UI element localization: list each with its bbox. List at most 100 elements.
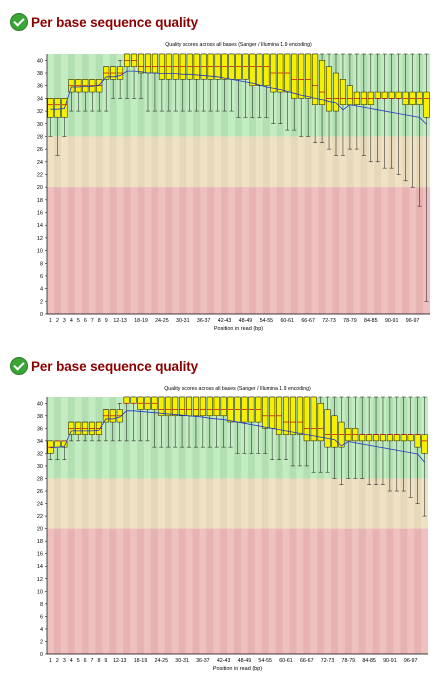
box-96-97 — [407, 396, 414, 498]
box-98-99 — [416, 53, 423, 207]
zone-stripe — [47, 54, 54, 137]
zone-stripe — [214, 136, 222, 188]
box-12-13 — [117, 60, 124, 99]
zone-stripe — [351, 528, 359, 654]
zone-stripe — [282, 528, 290, 654]
iqr-box — [374, 91, 381, 99]
box-5 — [75, 79, 82, 112]
zone-stripe — [143, 478, 151, 529]
x-tick-label: 54-55 — [260, 318, 274, 324]
box-28-29 — [172, 53, 179, 112]
y-tick-label: 6 — [40, 614, 43, 620]
x-tick-label: 8 — [98, 318, 101, 324]
zone-stripe — [158, 136, 166, 188]
zone-stripe — [268, 528, 276, 654]
zone-stripe — [60, 397, 68, 479]
box-24-25 — [158, 396, 165, 448]
iqr-box — [206, 396, 213, 417]
box-50-51 — [249, 53, 256, 118]
box-88-89 — [379, 396, 386, 485]
iqr-box — [172, 396, 179, 417]
x-tick-label: 54-55 — [258, 658, 272, 664]
y-tick-label: 12 — [37, 577, 43, 583]
zone-stripe — [186, 187, 194, 314]
zone-stripe — [310, 528, 318, 654]
y-tick-label: 24 — [37, 160, 43, 166]
zone-stripe — [130, 187, 138, 314]
mean-line — [50, 410, 425, 463]
x-axis-label: Position in read (bp) — [213, 666, 262, 672]
zone-stripe — [255, 136, 263, 188]
zone-stripe — [254, 478, 262, 529]
x-tick-label: 84-85 — [364, 318, 378, 324]
iqr-box — [310, 396, 317, 442]
iqr-box — [199, 396, 206, 417]
x-tick-label: 6 — [84, 658, 87, 664]
box-100 — [423, 53, 430, 302]
iqr-box — [388, 91, 395, 99]
x-tick-label: 30-31 — [176, 318, 190, 324]
box-90-91 — [388, 53, 395, 169]
box-60-61 — [282, 396, 289, 460]
box-18-19 — [137, 396, 144, 442]
iqr-box — [282, 396, 289, 435]
box-4 — [68, 79, 75, 112]
x-tick-label: 7 — [91, 318, 94, 324]
zone-stripe — [325, 187, 333, 314]
x-tick-label: 36-37 — [196, 658, 210, 664]
x-tick-label: 48-49 — [239, 318, 253, 324]
y-tick-label: 8 — [40, 261, 43, 267]
box-54-55 — [263, 53, 270, 118]
y-tick-label: 32 — [37, 109, 43, 115]
zone-stripe — [130, 136, 138, 188]
box-44-45 — [227, 396, 234, 448]
zone-stripe — [116, 528, 124, 654]
box-78-79 — [345, 396, 352, 479]
x-tick-label: 1 — [49, 318, 52, 324]
zone-stripe — [421, 528, 428, 654]
zone-stripe — [241, 187, 249, 314]
zone-stripe — [60, 478, 68, 529]
iqr-box — [123, 396, 130, 404]
zone-stripe — [47, 397, 54, 479]
iqr-box — [298, 53, 305, 99]
zone-stripe — [47, 136, 54, 188]
iqr-box — [366, 434, 373, 442]
mean-line — [50, 70, 427, 125]
zone-stripe — [339, 187, 347, 314]
box-90-91 — [386, 396, 393, 492]
box-10-11 — [110, 66, 117, 99]
iqr-box — [54, 440, 61, 448]
box-94-95 — [400, 396, 407, 492]
zone-stripe — [47, 478, 54, 529]
x-tick-label: 36-37 — [197, 318, 211, 324]
zone-stripe — [102, 528, 110, 654]
zone-stripe — [143, 528, 151, 654]
zone-stripe — [228, 187, 236, 314]
zone-stripe — [157, 478, 165, 529]
iqr-box — [339, 79, 346, 105]
zone-stripe — [74, 528, 82, 654]
zone-stripe — [60, 54, 68, 137]
box-6 — [82, 421, 89, 442]
zone-stripe — [102, 187, 110, 314]
box-54-55 — [262, 396, 269, 454]
y-tick-label: 20 — [37, 527, 43, 533]
y-tick-label: 24 — [37, 502, 43, 508]
iqr-box — [332, 72, 340, 112]
zone-stripe — [381, 187, 389, 314]
zone-band-2 — [47, 187, 430, 314]
iqr-box — [346, 85, 353, 105]
box-42-43 — [220, 396, 227, 448]
iqr-box — [263, 53, 270, 86]
zone-stripe — [228, 136, 236, 188]
chart-title: Quality scores across all bases (Sanger … — [164, 386, 311, 392]
section-title-1: Per base sequence quality — [31, 14, 199, 30]
zone-stripe — [310, 478, 318, 529]
iqr-box — [312, 53, 319, 105]
box-28-29 — [172, 396, 179, 448]
box-86-87 — [374, 53, 381, 163]
box-14-15 — [124, 53, 131, 99]
zone-stripe — [393, 478, 401, 529]
box-7 — [89, 421, 96, 442]
